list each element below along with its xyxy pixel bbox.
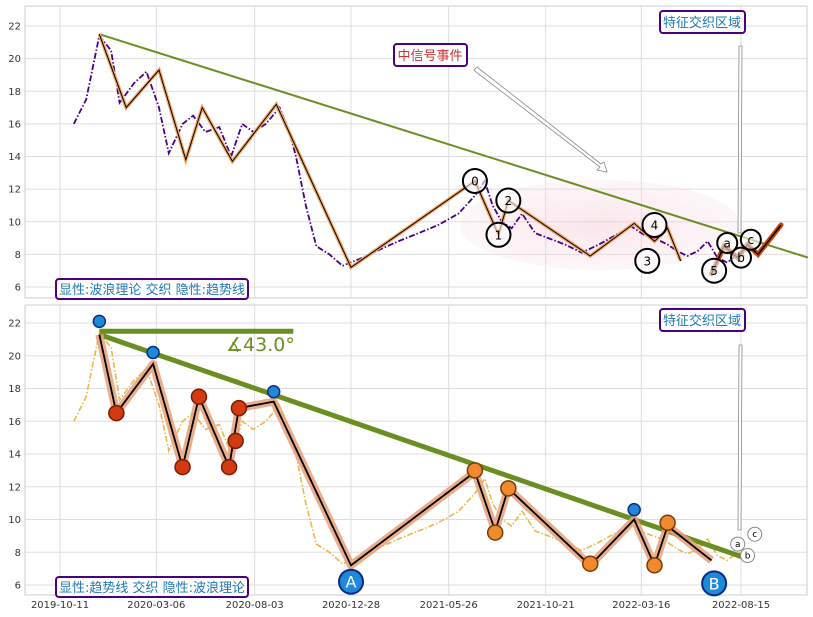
x-tick-label: 2020-08-03 [226, 600, 284, 611]
x-tick-label: 2022-08-15 [712, 600, 770, 611]
y-tick-label: 10 [8, 515, 21, 526]
bottom-series [73, 328, 749, 570]
wave-label-a: a [724, 236, 731, 250]
region-pointer-bottom [737, 344, 743, 531]
region-label-bottom-text: 特征交织区域 [663, 313, 741, 329]
y-tick-label: 22 [8, 22, 21, 33]
x-tick-label: 2022-03-16 [612, 600, 670, 611]
point-A-circle [338, 568, 365, 595]
bottom-panel: 6 8 10 12 14 16 18 20 22 2019-10-11 2020-03-06 202… [8, 304, 808, 611]
wave-marker-orange [646, 557, 663, 574]
angle-label: ∡43.0° [226, 334, 295, 356]
wave-label-circle [701, 257, 728, 284]
small-wave-label-a: a [735, 540, 741, 550]
wave-marker-red [108, 404, 125, 422]
bottom-markers: ab c A B [92, 314, 763, 597]
wave-label-3: 3 [643, 254, 651, 268]
wave-label-circle [495, 187, 522, 214]
wave-marker-red [230, 399, 248, 417]
wave-label-1: 1 [495, 228, 503, 242]
y-tick-label: 18 [8, 384, 21, 395]
y-tick-label: 8 [15, 250, 21, 261]
interweave-ellipse [460, 180, 740, 270]
wave-marker-orange [500, 480, 517, 497]
wave-label-b: b [737, 251, 745, 265]
region-pointer-top [737, 45, 743, 234]
y-tick-label: 8 [15, 548, 21, 559]
x-tick-label: 2019-10-11 [31, 600, 89, 611]
y-tick-label: 6 [15, 283, 21, 294]
event-label: 中信号事件 [393, 43, 468, 67]
wave-label-circle [634, 247, 661, 274]
wave-label-c: c [748, 233, 755, 247]
y-tick-label: 6 [15, 581, 21, 592]
y-tick-label: 20 [8, 54, 21, 65]
y-tick-label: 12 [8, 482, 21, 493]
legend-label-top: 显性:波浪理论 交织 隐性:趋势线 [55, 278, 249, 300]
point-B-circle [701, 570, 728, 597]
wave-marker-red [190, 388, 208, 405]
wave-line [98, 334, 713, 568]
x-tick-label: 2021-05-26 [420, 600, 478, 611]
legend-label-bottom-text: 显性:趋势线 交织 隐性:波浪理论 [59, 580, 245, 596]
small-wave-circle [747, 526, 763, 542]
y-tick-label: 14 [8, 450, 21, 461]
y-tick-label: 18 [8, 87, 21, 98]
trend-line [98, 332, 749, 562]
wave-label-circle [485, 221, 512, 248]
wave-marker-red [220, 458, 238, 476]
bottom-y-ticks: 6 8 10 12 14 16 18 20 22 [8, 319, 21, 592]
y-tick-label: 12 [8, 185, 21, 196]
y-tick-label: 16 [8, 119, 21, 130]
x-tick-label: 2021-10-21 [517, 600, 575, 611]
wave-label-0: 0 [471, 174, 479, 188]
small-wave-circle [730, 536, 746, 552]
point-B-label: B [709, 574, 720, 593]
y-tick-label: 10 [8, 217, 21, 228]
wave-label-circle [739, 228, 762, 251]
wave-marker-blue [146, 345, 160, 360]
wave-marker-red [227, 432, 244, 450]
wave-marker-red [174, 458, 191, 476]
wave-marker-orange [466, 462, 484, 479]
region-label-top: 特征交织区域 [659, 10, 746, 34]
bottom-x-ticks: 2019-10-11 2020-03-06 2020-08-03 2020-12-28… [31, 600, 770, 611]
wave-label-circle [641, 212, 668, 239]
event-arrow [473, 66, 608, 173]
wave-marker-blue [92, 314, 107, 329]
wave-label-2: 2 [504, 194, 512, 208]
event-label-text: 中信号事件 [397, 49, 462, 64]
wave-marker-blue [266, 385, 281, 399]
wave-marker-orange [486, 524, 504, 541]
y-tick-label: 22 [8, 319, 21, 330]
y-tick-label: 20 [8, 351, 21, 362]
region-label-bottom: 特征交织区域 [659, 308, 746, 332]
wave-label-circle [716, 231, 739, 254]
region-label-top-text: 特征交织区域 [663, 15, 741, 31]
small-wave-label-c: c [752, 530, 757, 540]
x-tick-label: 2020-12-28 [322, 600, 380, 611]
y-tick-label: 16 [8, 417, 21, 428]
small-wave-label-b: b [745, 552, 751, 562]
top-y-ticks: 6 8 10 12 14 16 18 20 22 [8, 22, 21, 294]
trend-line [98, 33, 809, 259]
wave-label-4: 4 [651, 219, 659, 233]
x-tick-label: 2020-03-06 [127, 600, 185, 611]
legend-label-top-text: 显性:波浪理论 交织 隐性:趋势线 [59, 282, 245, 298]
wave-label-circle [461, 167, 488, 194]
wave-marker-orange [659, 514, 676, 532]
wave-label-circle [730, 246, 752, 269]
y-tick-label: 14 [8, 152, 21, 163]
small-wave-circle [740, 548, 756, 564]
legend-label-bottom: 显性:趋势线 交织 隐性:波浪理论 [55, 576, 249, 598]
point-A-label: A [346, 573, 357, 592]
wave-marker-orange [581, 555, 599, 572]
wave-label-5: 5 [710, 264, 718, 278]
wave-marker-blue [627, 502, 641, 517]
